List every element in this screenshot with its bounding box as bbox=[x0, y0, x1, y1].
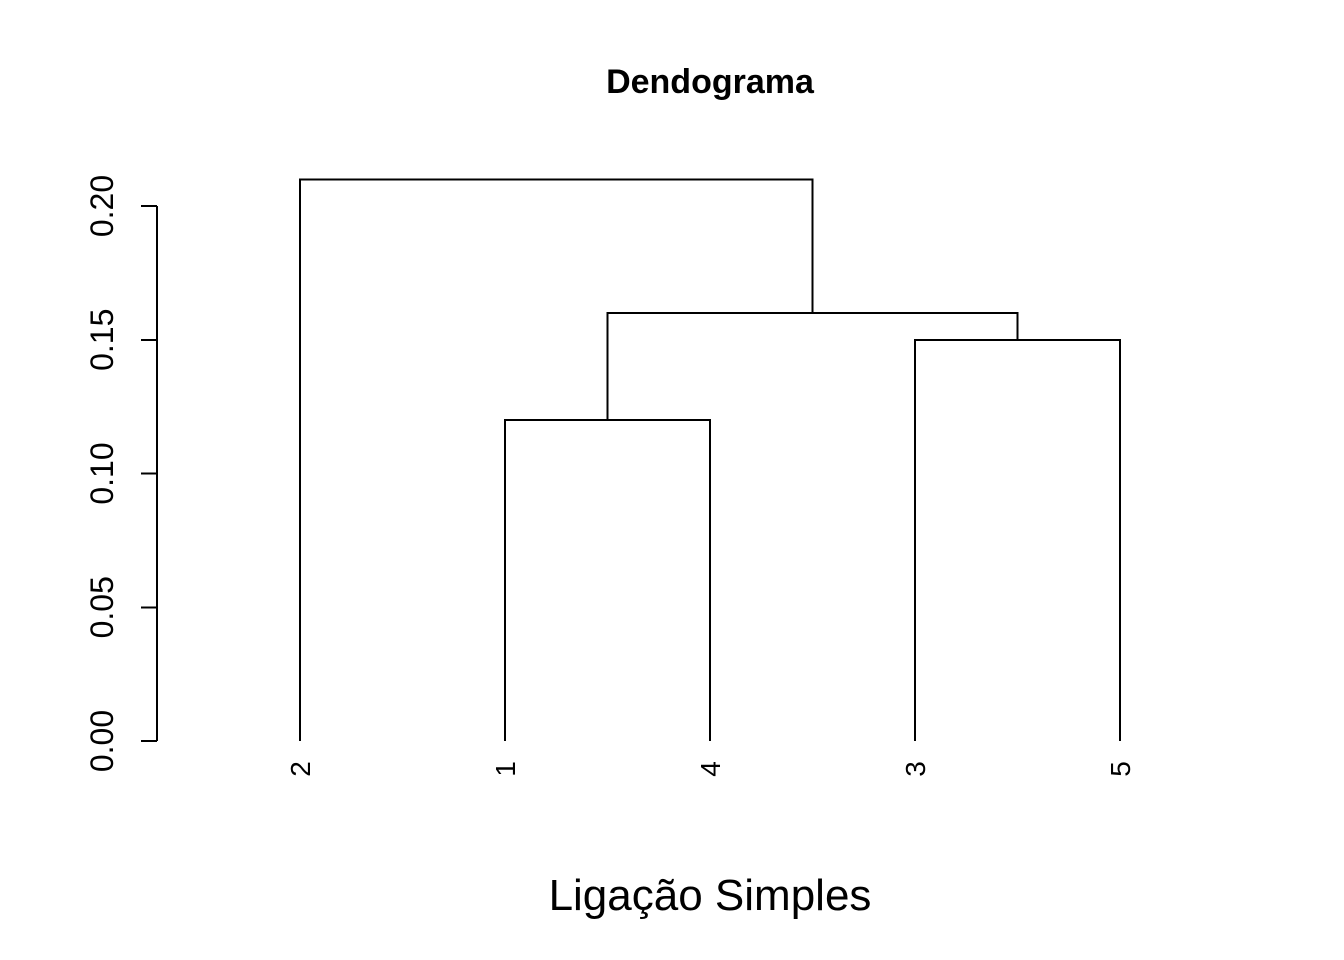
y-axis: 0.00 0.05 0.10 0.15 0.20 bbox=[84, 175, 158, 772]
dendrogram-branch bbox=[606, 312, 1019, 420]
y-tick-label: 0.10 bbox=[84, 442, 120, 504]
leaf-label: 5 bbox=[1105, 761, 1136, 777]
y-tick-label: 0.05 bbox=[84, 576, 120, 638]
chart-title: Dendograma bbox=[606, 63, 815, 101]
y-tick-label: 0.00 bbox=[84, 710, 120, 772]
leaf-label: 1 bbox=[490, 761, 521, 777]
dendrogram-branch bbox=[299, 178, 814, 741]
dendrogram-branch bbox=[504, 419, 711, 741]
x-axis-label: Ligação Simples bbox=[549, 871, 872, 920]
leaf-label: 2 bbox=[285, 761, 316, 777]
leaf-labels: 2 1 4 3 5 bbox=[285, 761, 1136, 777]
dendrogram-branch bbox=[914, 338, 1121, 741]
y-tick-label: 0.15 bbox=[84, 309, 120, 371]
leaf-label: 4 bbox=[695, 761, 726, 777]
leaf-label: 3 bbox=[900, 761, 931, 777]
y-tick-label: 0.20 bbox=[84, 175, 120, 237]
dendrogram-branches bbox=[299, 178, 1121, 741]
